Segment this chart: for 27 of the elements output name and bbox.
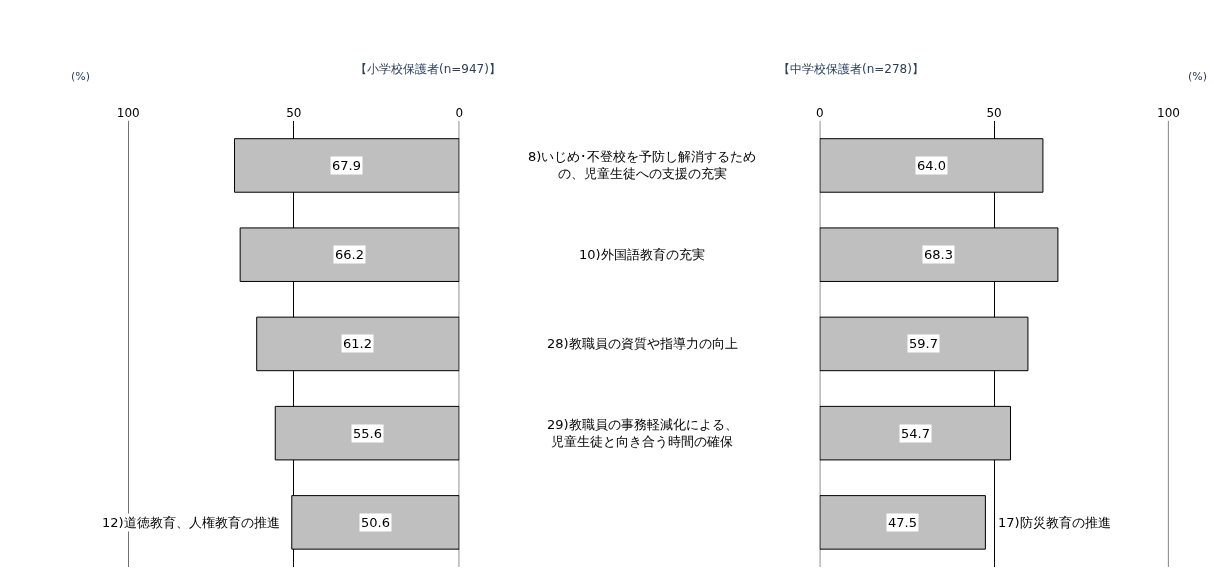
x-tick-label: 0 <box>815 106 824 121</box>
data-label: 47.5 <box>888 515 917 530</box>
data-label: 59.7 <box>909 336 938 351</box>
data-label: 50.6 <box>361 515 390 530</box>
y-tick-label: 12)道徳教育、人権教育の推進 <box>102 515 280 530</box>
data-label: 54.7 <box>901 426 930 441</box>
y-tick-label: 8)いじめ･不登校を予防し解消するための、児童生徒への支援の充実 <box>528 149 757 181</box>
x-tick-label: 100 <box>1157 106 1180 121</box>
chart-title: 【中学校保護者(n=278)】 <box>778 62 924 76</box>
x-tick-label: 0 <box>455 106 464 121</box>
data-label: 68.3 <box>924 247 953 262</box>
y-tick-label: 10)外国語教育の充実 <box>579 247 705 262</box>
data-label: 67.9 <box>332 158 361 173</box>
data-label: 61.2 <box>343 336 372 351</box>
y-tick-label: 29)教職員の事務軽減化による、児童生徒と向き合う時間の確保 <box>547 417 738 449</box>
x-axis-title: (%) <box>71 70 91 83</box>
data-label: 64.0 <box>917 158 946 173</box>
x-tick-label: 50 <box>286 106 302 121</box>
x-axis-title: (%) <box>1188 70 1208 83</box>
x-tick-label: 50 <box>986 106 1002 121</box>
bar <box>819 495 986 550</box>
data-label: 55.6 <box>353 426 382 441</box>
x-tick-label: 100 <box>116 106 140 121</box>
y-tick-label: 17)防災教育の推進 <box>998 515 1111 530</box>
y-tick-label: 28)教職員の資質や指導力の向上 <box>547 336 738 351</box>
data-label: 66.2 <box>335 247 364 262</box>
chart-title: 【小学校保護者(n=947)】 <box>355 62 501 76</box>
